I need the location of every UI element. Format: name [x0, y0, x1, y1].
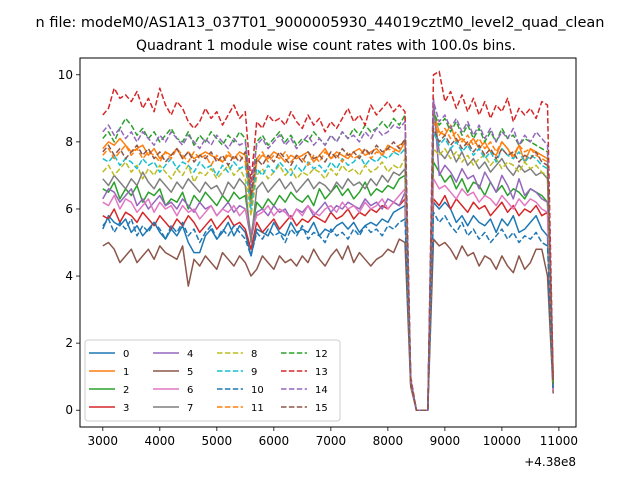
y-tick-label: 8 — [65, 135, 73, 149]
figure-suptitle: n file: modeM0/AS1A13_037T01_9000005930_… — [36, 15, 605, 31]
series-line-13 — [102, 70, 554, 411]
y-tick-label: 10 — [58, 68, 73, 82]
y-tick-label: 4 — [65, 269, 73, 283]
x-tick-label: 8000 — [373, 434, 404, 448]
series-line-5 — [102, 238, 554, 411]
x-tick-label: 11000 — [540, 434, 578, 448]
series-line-3 — [102, 194, 554, 411]
plot-frame — [79, 57, 577, 428]
legend-label: 0 — [123, 349, 129, 360]
legend-label: 7 — [187, 403, 193, 414]
legend-label: 8 — [251, 349, 257, 360]
series-line-6 — [102, 178, 554, 411]
series-layer — [102, 70, 554, 411]
y-tick-label: 6 — [65, 202, 73, 216]
series-line-0 — [102, 201, 554, 411]
x-tick-label: 5000 — [202, 434, 233, 448]
x-tick-label: 9000 — [430, 434, 461, 448]
series-line-15 — [102, 127, 554, 411]
legend-label: 1 — [123, 367, 129, 378]
series-line-8 — [102, 147, 554, 411]
y-tick-label: 2 — [65, 336, 73, 350]
legend-label: 9 — [251, 367, 257, 378]
legend-label: 13 — [315, 367, 328, 378]
legend-label: 14 — [315, 385, 328, 396]
y-tick-label: 0 — [65, 403, 73, 417]
legend-label: 6 — [187, 385, 193, 396]
x-tick-label: 4000 — [145, 434, 176, 448]
legend-label: 2 — [123, 385, 129, 396]
x-tick-label: 10000 — [483, 434, 521, 448]
x-tick-label: 7000 — [316, 434, 347, 448]
legend-label: 3 — [123, 403, 129, 414]
series-line-7 — [102, 107, 554, 411]
series-line-14 — [102, 100, 554, 411]
legend-label: 10 — [251, 385, 264, 396]
series-line-9 — [102, 131, 554, 411]
legend-label: 4 — [187, 349, 193, 360]
y-axis: 0 2 4 6 8 10 — [58, 68, 80, 417]
x-tick-label: 3000 — [88, 434, 119, 448]
x-tick-label: 6000 — [259, 434, 290, 448]
legend-label: 5 — [187, 367, 193, 378]
x-axis-offset-label: +4.38e8 — [524, 455, 576, 469]
legend-label: 15 — [315, 403, 328, 414]
x-axis: 3000 4000 5000 6000 7000 8000 9000 10000 11000 — [88, 427, 578, 448]
legend-box — [84, 339, 341, 422]
series-line-10 — [102, 211, 554, 411]
chart-title: Quadrant 1 module wise count rates with … — [136, 38, 516, 54]
legend-label: 11 — [251, 403, 264, 414]
legend-label: 12 — [315, 349, 328, 360]
